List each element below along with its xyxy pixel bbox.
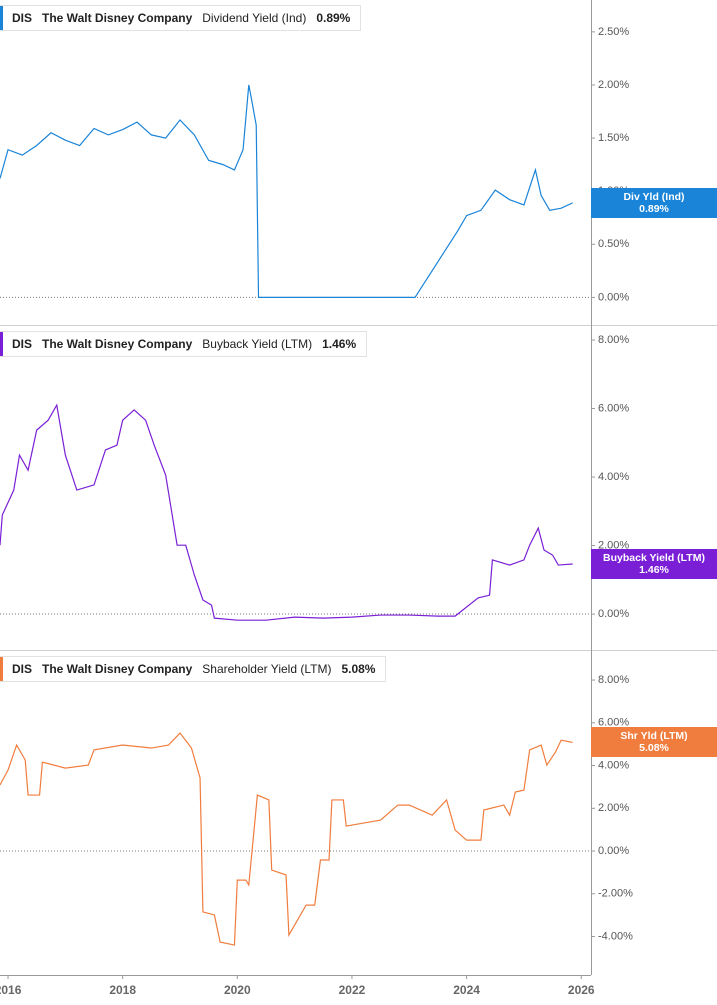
ticker: DIS [12,337,33,351]
y-tick-label: 6.00% [598,717,629,729]
current-value: 5.08% [341,662,376,676]
x-tick-label: 2026 [568,983,595,997]
series-color [0,657,3,681]
y-tick-label: 8.00% [598,334,629,346]
x-tick-label: 2024 [453,983,480,997]
series-line [0,403,573,621]
y-tick-label: 2.00% [598,802,629,814]
panel-header: DIS The Walt Disney Company Shareholder Yi… [0,656,387,682]
y-tick-label: 8.00% [598,674,629,686]
y-tick-label: 0.50% [598,238,629,250]
y-tick-label: -2.00% [598,888,633,900]
badge-value: 5.08% [639,742,669,755]
value-badge: Shr Yld (LTM) 5.08% [591,727,717,758]
y-tick-label: 1.50% [598,132,629,144]
panel-header: DIS The Walt Disney Company Dividend Yield… [0,5,362,31]
y-tick-label: 2.00% [598,79,629,91]
legend-entry: Dividend Yield (Ind) [202,11,307,25]
legend-entry: Buyback Yield (LTM) [202,337,313,351]
x-tick-label: 2020 [224,983,251,997]
y-tick-label: 0.00% [598,608,629,620]
badge-title: Buyback Yield (LTM) [603,552,705,565]
badge-value: 1.46% [639,564,669,577]
badge-title: Div Yld (Ind) [623,190,685,203]
company: The Walt Disney Company [42,11,193,25]
y-tick-label: 2.50% [598,26,629,38]
x-tick-label: 2018 [109,983,136,997]
badge-title: Shr Yld (LTM) [620,730,688,743]
ticker: DIS [12,662,33,676]
value-badge: Buyback Yield (LTM) 1.46% [591,549,717,580]
badge-value: 0.89% [639,202,669,215]
company: The Walt Disney Company [42,337,193,351]
series-color [0,6,3,30]
y-tick-label: 0.00% [598,845,629,857]
panel-header: DIS The Walt Disney Company Buyback Yield … [0,331,368,357]
y-tick-label: 2.00% [598,539,629,551]
y-tick-label: 4.00% [598,471,629,483]
y-tick-label: 4.00% [598,759,629,771]
series-line [0,732,573,946]
legend-entry: Shareholder Yield (LTM) [202,662,332,676]
ticker: DIS [12,11,33,25]
y-tick-label: 6.00% [598,402,629,414]
current-value: 0.89% [316,11,351,25]
x-tick-label: 2016 [0,983,22,997]
y-tick-label: 0.00% [598,291,629,303]
current-value: 1.46% [322,337,357,351]
y-tick-label: -4.00% [598,930,633,942]
series-line [0,84,573,298]
company: The Walt Disney Company [42,662,193,676]
series-color [0,332,3,356]
value-badge: Div Yld (Ind) 0.89% [591,187,717,218]
x-tick-label: 2022 [339,983,366,997]
